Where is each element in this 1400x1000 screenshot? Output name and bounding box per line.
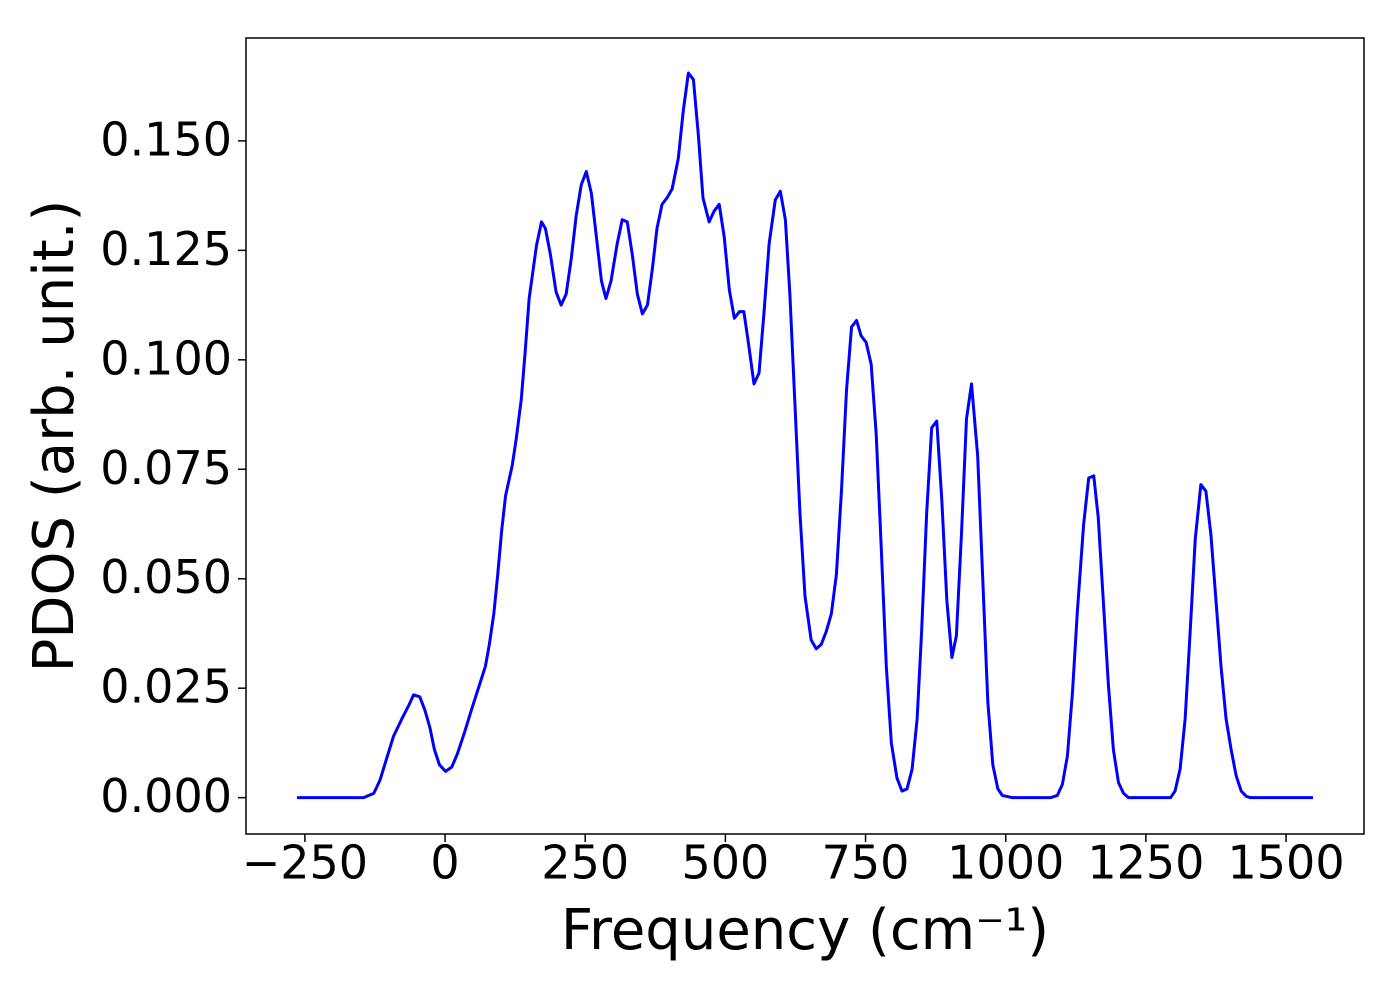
x-tick-label: 250 [541, 836, 629, 890]
line-series [297, 71, 1313, 800]
x-tick-label: 1500 [1228, 836, 1345, 890]
y-tick-label: 0.100 [100, 331, 232, 385]
y-tick-label: 0.000 [100, 769, 232, 823]
y-axis-label: PDOS (arb. unit.) [22, 200, 87, 673]
y-tick-label: 0.025 [100, 660, 232, 714]
plot-frame [245, 37, 1365, 835]
x-tick-label: −250 [242, 836, 368, 890]
x-tick-label: 1250 [1087, 836, 1204, 890]
x-tick-label: 500 [681, 836, 769, 890]
y-tick-label: 0.050 [100, 550, 232, 604]
x-axis-label: Frequency (cm⁻¹) [561, 898, 1049, 963]
x-tick-label: 750 [822, 836, 910, 890]
x-tick-label: 0 [430, 836, 459, 890]
y-tick-label: 0.125 [100, 222, 232, 276]
y-tick-label: 0.150 [100, 112, 232, 166]
x-tick-label: 1000 [947, 836, 1064, 890]
y-tick-label: 0.075 [100, 441, 232, 495]
